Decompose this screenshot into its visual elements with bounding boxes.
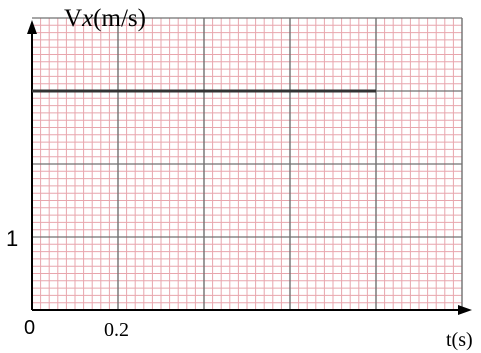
y-axis-title-prefix: V xyxy=(64,5,83,32)
axes xyxy=(27,20,472,315)
y-axis-arrow xyxy=(27,20,37,34)
y-tick-label: 1 xyxy=(6,226,19,251)
x-axis-label: t(s) xyxy=(446,329,473,351)
origin-label: 0 xyxy=(24,317,36,339)
y-axis-title-unit: (m/s) xyxy=(93,5,146,32)
y-axis-title: Vx(m/s) xyxy=(64,6,146,31)
x-tick-label: 0.2 xyxy=(104,319,129,341)
x-axis-arrow xyxy=(458,305,472,315)
y-axis-title-variable: x xyxy=(82,5,94,32)
